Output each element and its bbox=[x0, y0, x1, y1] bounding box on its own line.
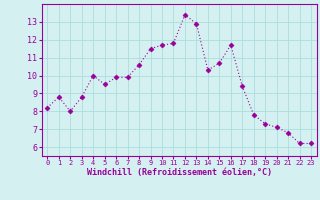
X-axis label: Windchill (Refroidissement éolien,°C): Windchill (Refroidissement éolien,°C) bbox=[87, 168, 272, 177]
